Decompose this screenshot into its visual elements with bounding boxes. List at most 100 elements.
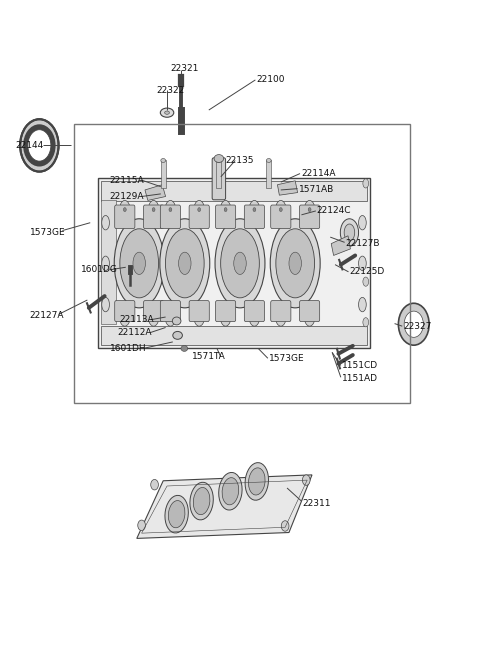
FancyBboxPatch shape xyxy=(271,205,291,229)
Ellipse shape xyxy=(190,482,213,520)
Ellipse shape xyxy=(160,219,210,308)
Text: 22125D: 22125D xyxy=(349,267,384,276)
Bar xyxy=(161,160,166,188)
Text: 22144: 22144 xyxy=(15,141,44,150)
FancyBboxPatch shape xyxy=(189,205,209,229)
Ellipse shape xyxy=(276,308,286,326)
Ellipse shape xyxy=(194,308,204,326)
Ellipse shape xyxy=(165,495,188,533)
Ellipse shape xyxy=(224,208,227,212)
Text: 22127B: 22127B xyxy=(346,239,380,248)
Ellipse shape xyxy=(193,487,210,515)
Ellipse shape xyxy=(179,252,191,274)
Text: 1601DH: 1601DH xyxy=(110,344,147,353)
Polygon shape xyxy=(137,475,312,538)
Ellipse shape xyxy=(148,308,159,326)
Text: 22115A: 22115A xyxy=(109,176,144,185)
Ellipse shape xyxy=(276,229,314,298)
Bar xyxy=(74,124,410,403)
Ellipse shape xyxy=(221,229,259,298)
Ellipse shape xyxy=(102,297,109,312)
Ellipse shape xyxy=(304,200,315,219)
Polygon shape xyxy=(277,181,298,195)
Ellipse shape xyxy=(220,308,231,326)
Ellipse shape xyxy=(148,200,159,219)
Ellipse shape xyxy=(340,219,359,246)
Text: 1573GE: 1573GE xyxy=(30,228,65,237)
Ellipse shape xyxy=(398,303,429,345)
Text: 22135: 22135 xyxy=(226,156,254,165)
Ellipse shape xyxy=(172,317,181,325)
Ellipse shape xyxy=(165,111,169,115)
Ellipse shape xyxy=(20,119,59,172)
FancyBboxPatch shape xyxy=(216,205,236,229)
Ellipse shape xyxy=(216,159,221,162)
FancyBboxPatch shape xyxy=(271,301,291,322)
Text: 1151CD: 1151CD xyxy=(342,361,378,370)
Ellipse shape xyxy=(279,208,282,212)
Ellipse shape xyxy=(173,331,182,339)
Text: 1571TA: 1571TA xyxy=(192,352,226,362)
Text: 1573GE: 1573GE xyxy=(269,354,304,364)
Bar xyxy=(101,200,116,324)
Ellipse shape xyxy=(234,252,246,274)
Text: 22327: 22327 xyxy=(403,322,432,331)
Ellipse shape xyxy=(363,277,369,286)
Ellipse shape xyxy=(160,108,174,117)
Ellipse shape xyxy=(359,297,366,312)
Ellipse shape xyxy=(138,520,145,531)
Ellipse shape xyxy=(249,200,260,219)
Ellipse shape xyxy=(194,200,204,219)
Text: 22127A: 22127A xyxy=(30,311,64,320)
FancyBboxPatch shape xyxy=(216,301,236,322)
Polygon shape xyxy=(98,178,370,348)
Ellipse shape xyxy=(359,256,366,271)
Ellipse shape xyxy=(276,200,286,219)
Ellipse shape xyxy=(404,311,423,337)
Ellipse shape xyxy=(249,308,260,326)
Text: 22129A: 22129A xyxy=(109,192,144,201)
Ellipse shape xyxy=(253,208,256,212)
Ellipse shape xyxy=(165,308,176,326)
Polygon shape xyxy=(331,236,350,255)
Ellipse shape xyxy=(359,215,366,230)
Text: 1601DG: 1601DG xyxy=(81,265,118,274)
Ellipse shape xyxy=(152,208,155,212)
Ellipse shape xyxy=(120,229,158,298)
Ellipse shape xyxy=(219,472,242,510)
FancyBboxPatch shape xyxy=(160,205,180,229)
Ellipse shape xyxy=(222,477,239,505)
Ellipse shape xyxy=(198,208,201,212)
Text: 22321: 22321 xyxy=(170,64,199,73)
Ellipse shape xyxy=(168,500,185,528)
Ellipse shape xyxy=(249,468,265,495)
Ellipse shape xyxy=(270,219,320,308)
Ellipse shape xyxy=(102,256,109,271)
Text: 22311: 22311 xyxy=(302,498,331,508)
FancyBboxPatch shape xyxy=(300,301,320,322)
Ellipse shape xyxy=(215,219,265,308)
Ellipse shape xyxy=(308,208,311,212)
Bar xyxy=(266,160,271,188)
Bar xyxy=(101,181,367,201)
Ellipse shape xyxy=(281,521,289,531)
Text: 22114A: 22114A xyxy=(301,169,336,178)
Ellipse shape xyxy=(363,318,369,327)
Text: 22112A: 22112A xyxy=(118,328,152,337)
Ellipse shape xyxy=(214,155,224,162)
Ellipse shape xyxy=(120,308,130,326)
Ellipse shape xyxy=(289,252,301,274)
Ellipse shape xyxy=(245,462,268,500)
Ellipse shape xyxy=(304,308,315,326)
Bar xyxy=(216,160,221,188)
Ellipse shape xyxy=(344,224,355,241)
Text: 1571AB: 1571AB xyxy=(299,185,334,195)
Ellipse shape xyxy=(363,179,369,188)
FancyBboxPatch shape xyxy=(300,205,320,229)
FancyBboxPatch shape xyxy=(115,301,135,322)
FancyBboxPatch shape xyxy=(212,158,226,200)
Text: 1151AD: 1151AD xyxy=(342,374,378,383)
Ellipse shape xyxy=(123,208,126,212)
Ellipse shape xyxy=(151,479,158,490)
FancyBboxPatch shape xyxy=(189,301,209,322)
